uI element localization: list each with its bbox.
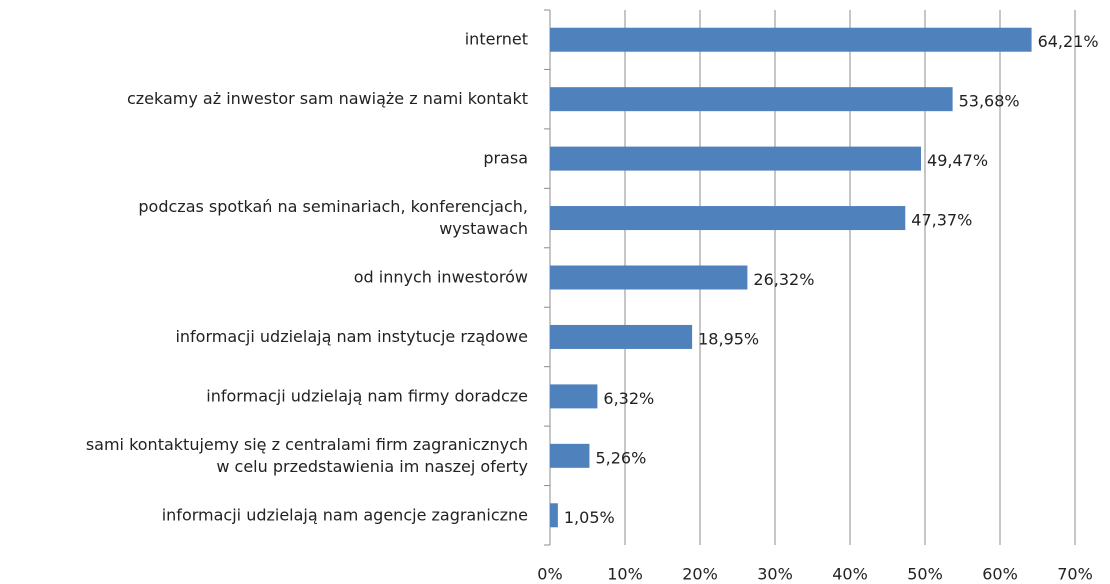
bar [550, 443, 590, 468]
value-label: 6,32% [603, 389, 654, 408]
bar [550, 384, 598, 409]
y-tick-label: sami kontaktujemy się z centralami firm … [86, 434, 528, 475]
value-label: 5,26% [595, 448, 646, 467]
bar [550, 87, 953, 112]
value-label: 26,32% [753, 270, 814, 289]
value-label: 18,95% [698, 329, 759, 348]
value-label: 53,68% [959, 92, 1020, 111]
y-tick-label: podczas spotkań na seminariach, konferen… [138, 197, 528, 238]
bar [550, 265, 748, 290]
y-tick-label: informacji udzielają nam instytucje rząd… [175, 326, 528, 345]
y-tick-label: informacji udzielają nam agencje zagrani… [162, 505, 528, 524]
x-tick-label: 30% [757, 565, 793, 584]
bar [550, 324, 693, 349]
value-label: 49,47% [927, 151, 988, 170]
value-label: 64,21% [1038, 32, 1099, 51]
bar [550, 27, 1032, 52]
x-tick-label: 40% [832, 565, 868, 584]
x-tick-label: 0% [537, 565, 562, 584]
y-tick-label: informacji udzielają nam firmy doradcze [206, 386, 528, 405]
bar [550, 146, 922, 171]
x-tick-label: 50% [907, 565, 943, 584]
y-tick-label: od innych inwestorów [354, 267, 528, 286]
x-tick-label: 20% [682, 565, 718, 584]
y-tick-label: prasa [483, 148, 528, 167]
x-tick-label: 70% [1057, 565, 1093, 584]
x-tick-label: 10% [607, 565, 643, 584]
y-tick-label: czekamy aż inwestor sam nawiąże z nami k… [127, 89, 528, 108]
value-label: 47,37% [911, 211, 972, 230]
y-tick-label: internet [465, 29, 528, 48]
x-tick-label: 60% [982, 565, 1018, 584]
bar [550, 206, 906, 231]
value-label: 1,05% [564, 508, 615, 527]
bar [550, 503, 558, 528]
